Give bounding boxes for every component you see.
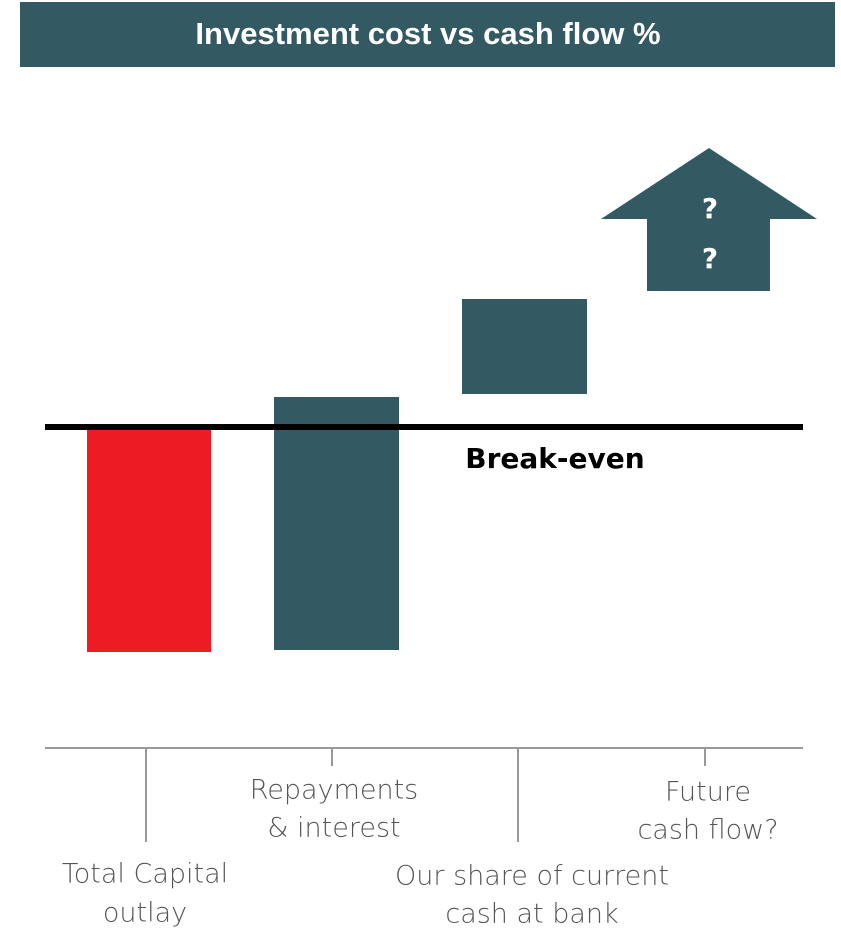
category-label: Future [665,777,751,808]
future-arrow [601,148,817,291]
title-bar [20,2,835,67]
repayments-bar [274,397,399,650]
title: Investment cost vs cash flow % [195,16,660,51]
arrow-text: ? [702,242,718,275]
category-label: cash flow? [637,815,778,846]
break-even-label: Break-even [465,442,644,475]
category-label: Our share of current [395,861,669,892]
category-label: outlay [103,898,187,929]
cash-bar [462,299,587,394]
category-label: Total Capital [62,859,228,890]
axis [45,747,803,842]
arrow-text: ? [702,192,718,225]
category-label: Repayments [250,775,419,806]
category-label: & interest [267,813,400,844]
category-label: cash at bank [445,899,618,930]
capital-bar [87,430,211,652]
